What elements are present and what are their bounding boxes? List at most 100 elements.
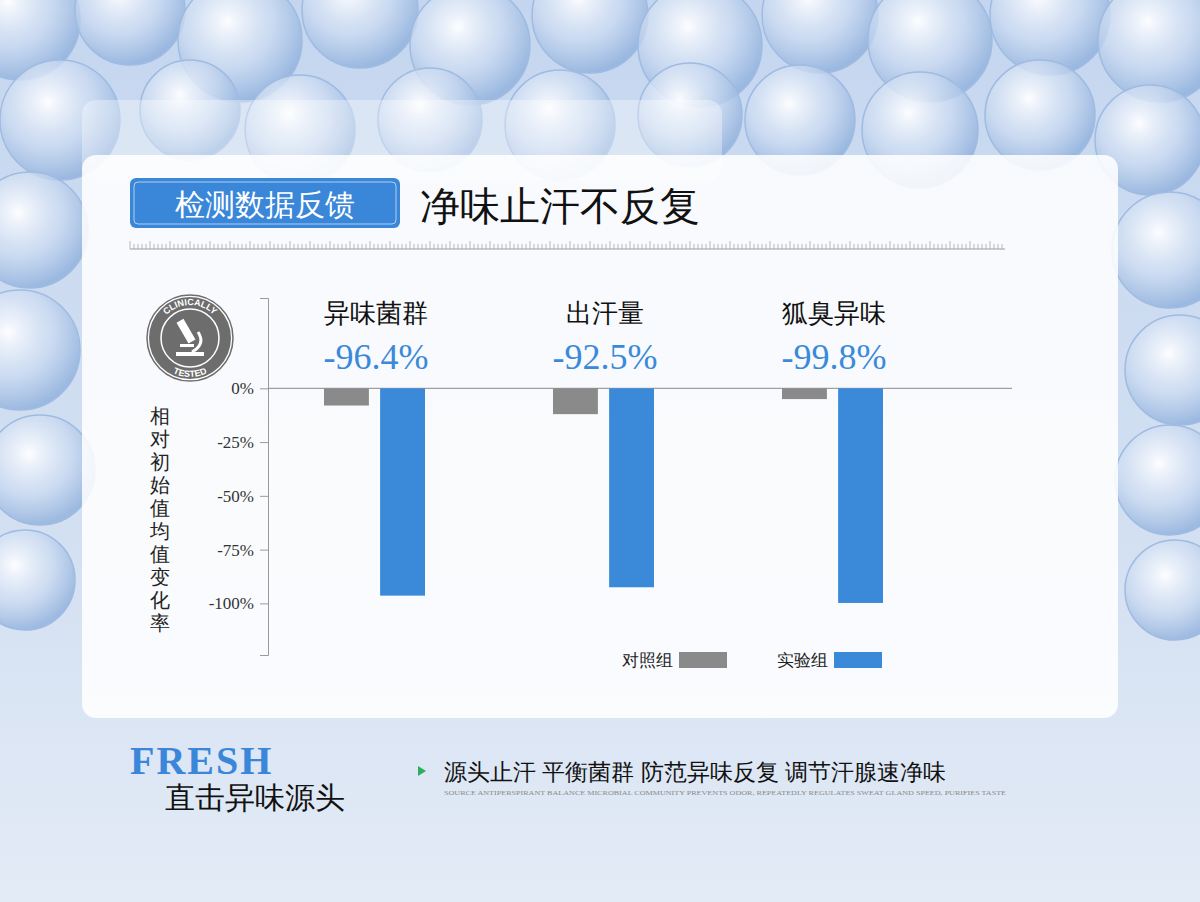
ruler-tick	[846, 244, 847, 249]
ruler-tick	[754, 244, 755, 249]
ruler-tick	[522, 244, 523, 249]
ruler-tick	[286, 244, 287, 249]
ruler-tick	[966, 244, 967, 249]
ruler-tick	[646, 244, 647, 249]
ruler-tick	[250, 241, 251, 249]
ruler-tick	[494, 244, 495, 249]
ruler-tick	[414, 244, 415, 249]
category-label: 狐臭异味	[782, 298, 886, 328]
ruler-tick	[158, 244, 159, 249]
ruler-tick	[994, 244, 995, 249]
ruler-tick	[314, 244, 315, 249]
ruler-tick	[390, 241, 391, 249]
ruler-tick	[594, 244, 595, 249]
ruler-tick	[194, 244, 195, 249]
panel	[82, 155, 1118, 718]
ruler-tick	[742, 244, 743, 249]
ruler-tick	[930, 241, 931, 249]
ruler-tick	[406, 244, 407, 249]
ruler-tick	[482, 244, 483, 249]
legend-swatch	[834, 652, 882, 668]
ruler-tick	[206, 244, 207, 249]
ruler-tick	[910, 241, 911, 249]
ruler-tick	[582, 244, 583, 249]
ruler-tick	[514, 244, 515, 249]
ruler-tick	[946, 244, 947, 249]
ruler-tick	[502, 244, 503, 249]
footer-heading: 直击异味源头	[165, 781, 345, 814]
ruler-tick	[794, 244, 795, 249]
y-tick: -25%	[217, 433, 268, 452]
ruler-tick	[546, 244, 547, 249]
bar	[609, 388, 654, 587]
ruler-tick	[226, 244, 227, 249]
bubble	[762, 0, 878, 73]
ruler-tick	[726, 244, 727, 249]
bubble	[1115, 425, 1200, 535]
ruler-tick	[366, 244, 367, 249]
ruler-tick	[530, 241, 531, 249]
ruler-tick	[510, 241, 511, 249]
icon-part	[176, 352, 204, 356]
ruler-tick	[746, 244, 747, 249]
ruler-tick	[238, 244, 239, 249]
ruler-tick	[202, 244, 203, 249]
arrow-icon	[418, 766, 426, 776]
y-tick: -75%	[217, 541, 268, 560]
bubble	[0, 530, 75, 630]
ruler-tick	[330, 241, 331, 249]
ruler-tick	[618, 244, 619, 249]
ruler-tick	[570, 241, 571, 249]
ruler-tick	[714, 244, 715, 249]
y-tick-label: -100%	[209, 594, 254, 613]
ruler-tick	[610, 241, 611, 249]
background	[0, 0, 1200, 902]
ruler-tick	[210, 241, 211, 249]
ruler-tick	[558, 244, 559, 249]
ruler-tick	[970, 241, 971, 249]
ruler-tick	[638, 244, 639, 249]
ruler-tick	[922, 244, 923, 249]
ruler-tick	[598, 244, 599, 249]
ruler-tick	[230, 241, 231, 249]
ruler-tick	[358, 244, 359, 249]
data-label: -99.8%	[782, 337, 887, 377]
ruler-tick	[870, 241, 871, 249]
ruler-tick	[434, 244, 435, 249]
ruler-tick	[130, 241, 131, 249]
ruler-tick	[830, 241, 831, 249]
ruler-tick	[430, 241, 431, 249]
ruler-tick	[962, 244, 963, 249]
ruler-tick	[242, 244, 243, 249]
icon-part	[180, 344, 194, 347]
bubble	[302, 0, 418, 68]
ruler-tick	[498, 244, 499, 249]
ruler-tick	[282, 244, 283, 249]
ruler-tick	[802, 244, 803, 249]
ruler-tick	[826, 244, 827, 249]
ruler-tick	[186, 244, 187, 249]
ruler-tick	[278, 244, 279, 249]
category-label: 出汗量	[566, 298, 644, 328]
ruler-tick	[198, 244, 199, 249]
ruler-tick	[894, 244, 895, 249]
ruler-tick	[634, 244, 635, 249]
ruler-tick	[506, 244, 507, 249]
ruler-tick	[418, 244, 419, 249]
ruler-tick	[542, 244, 543, 249]
legend-label: 实验组	[777, 651, 828, 670]
ruler-tick	[446, 244, 447, 249]
ruler-tick	[246, 244, 247, 249]
y-tick: -50%	[217, 487, 268, 506]
ruler-tick	[346, 244, 347, 249]
y-tick-label: -75%	[217, 541, 254, 560]
ruler-tick	[326, 244, 327, 249]
ruler-tick	[778, 244, 779, 249]
ruler-tick	[602, 244, 603, 249]
badge-top-text: CLINICALLY	[161, 297, 219, 316]
y-axis: 0%-25%-50%-75%-100%	[209, 299, 269, 656]
ruler-tick	[166, 244, 167, 249]
ruler-tick	[402, 244, 403, 249]
ruler-tick	[354, 244, 355, 249]
ruler-tick	[578, 244, 579, 249]
